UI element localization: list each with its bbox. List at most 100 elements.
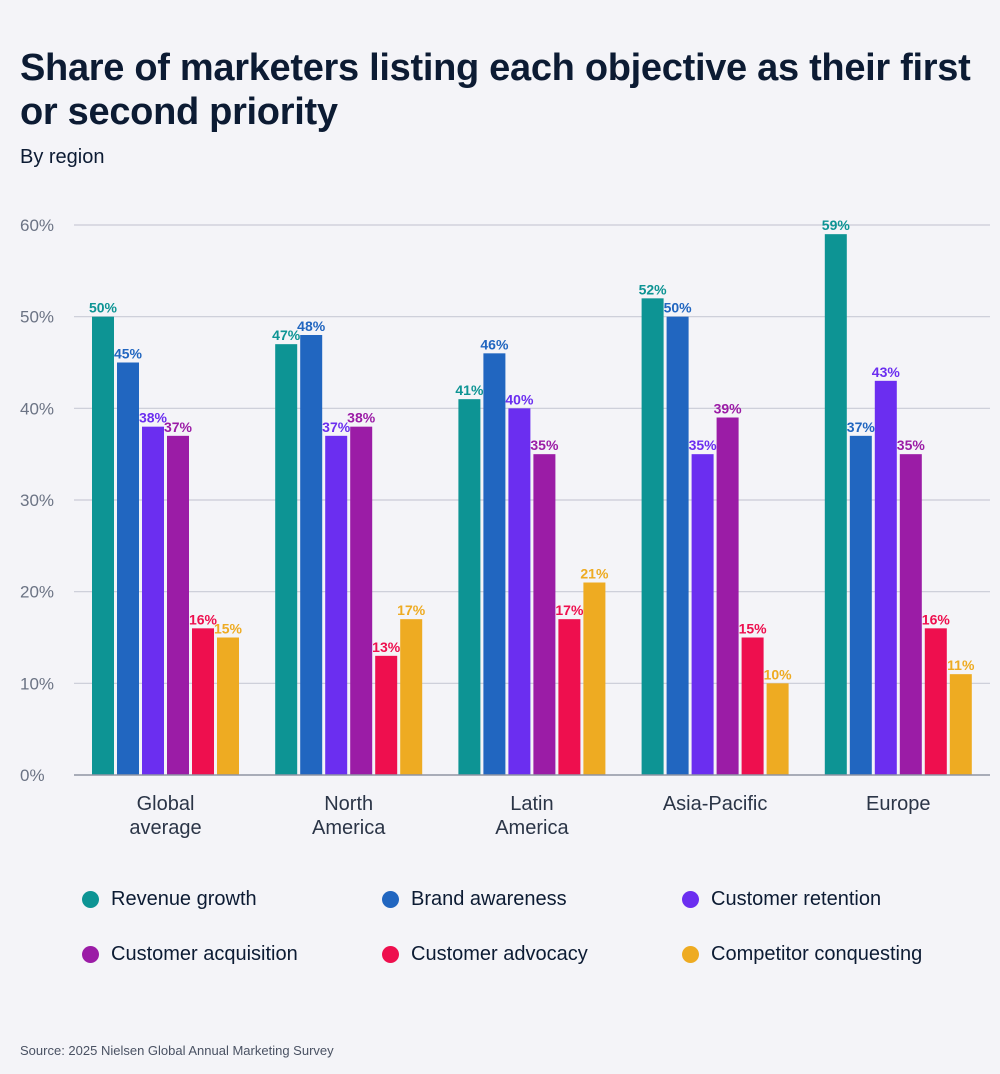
data-label: 37% [847, 419, 876, 435]
data-label: 16% [922, 611, 951, 627]
data-label: 10% [764, 666, 793, 682]
bar [142, 426, 164, 775]
data-label: 35% [689, 437, 718, 453]
bar [117, 362, 139, 775]
legend-item-brand-awareness: Brand awareness [382, 888, 682, 910]
data-label: 48% [297, 318, 326, 334]
data-label: 43% [872, 364, 901, 380]
legend-item-customer-advocacy: Customer advocacy [382, 943, 682, 965]
data-label: 40% [505, 391, 534, 407]
legend-swatch-icon [82, 945, 99, 963]
bar [92, 316, 114, 775]
chart-title: Share of marketers listing each objectiv… [20, 47, 971, 133]
data-label: 21% [580, 566, 609, 582]
chart-subtitle: By region [20, 146, 105, 168]
x-tick-label: America [495, 817, 569, 839]
legend-label: Competitor conquesting [711, 942, 923, 965]
bar [533, 454, 556, 775]
bar [275, 344, 298, 775]
legend-swatch-icon [682, 890, 699, 908]
bar [924, 628, 947, 775]
legend-item-revenue-growth: Revenue growth [82, 888, 382, 910]
bar [849, 435, 872, 775]
data-label: 41% [455, 382, 484, 398]
legend-swatch-icon [82, 890, 99, 908]
x-tick-label: Global [137, 793, 195, 815]
data-label: 15% [739, 621, 768, 637]
bar [716, 417, 739, 775]
y-tick-label: 40% [20, 399, 54, 418]
data-label: 47% [272, 327, 301, 343]
data-label: 46% [480, 336, 509, 352]
bar [400, 619, 423, 775]
legend-swatch-icon [682, 945, 699, 963]
legend-label: Customer acquisition [111, 942, 298, 965]
y-tick-label: 20% [20, 583, 54, 602]
data-label: 39% [714, 401, 743, 417]
legend-swatch-icon [382, 890, 399, 908]
bar [375, 655, 398, 775]
y-tick-label: 50% [20, 308, 54, 327]
x-tick-label: Europe [866, 793, 931, 815]
bar [666, 316, 689, 775]
legend-label: Brand awareness [411, 887, 567, 910]
data-label: 38% [139, 410, 168, 426]
bar [874, 380, 897, 775]
legend-label: Customer retention [711, 887, 882, 910]
bar [558, 619, 581, 775]
data-label: 11% [947, 657, 975, 673]
x-tick-label: North [324, 793, 373, 815]
bar [824, 234, 847, 775]
data-label: 35% [897, 437, 926, 453]
y-tick-label: 60% [20, 216, 54, 235]
bar [350, 426, 373, 775]
bar [192, 628, 214, 775]
x-tick-label: America [312, 817, 386, 839]
data-label: 45% [114, 346, 143, 362]
bar [300, 335, 323, 775]
data-label: 37% [164, 419, 193, 435]
bar [508, 408, 531, 775]
x-tick-label: Asia-Pacific [663, 793, 767, 815]
legend-item-customer-retention: Customer retention [682, 888, 982, 910]
legend-label: Revenue growth [111, 887, 257, 910]
axes: 0%10%20%30%40%50%60%GlobalaverageNorthAm… [20, 216, 990, 839]
data-label: 38% [347, 410, 376, 426]
bar [483, 353, 506, 775]
legend-item-competitor-conquesting: Competitor conquesting [682, 943, 982, 965]
bars [92, 234, 972, 775]
data-label: 50% [89, 300, 118, 316]
source-note: Source: 2025 Nielsen Global Annual Marke… [20, 1043, 334, 1058]
y-tick-label: 30% [20, 491, 54, 510]
legend-swatch-icon [382, 945, 399, 963]
y-tick-label: 10% [20, 674, 54, 693]
bar [458, 399, 481, 775]
bar [325, 435, 348, 775]
data-label: 17% [397, 602, 426, 618]
data-label: 37% [322, 419, 351, 435]
bar [949, 674, 972, 775]
data-label: 15% [214, 621, 243, 637]
bar [899, 454, 922, 775]
bar [766, 683, 789, 775]
data-label: 16% [189, 611, 218, 627]
legend-item-customer-acquisition: Customer acquisition [82, 943, 382, 965]
data-label: 52% [639, 281, 668, 297]
legend-label: Customer advocacy [411, 942, 588, 965]
bar [167, 435, 189, 775]
bar [741, 637, 764, 775]
bar [641, 298, 664, 775]
y-tick-label: 0% [20, 766, 45, 785]
data-label: 17% [555, 602, 584, 618]
legend: Revenue growth Brand awareness Customer … [82, 888, 982, 965]
data-label: 59% [822, 217, 851, 233]
x-tick-label: average [129, 817, 201, 839]
data-label: 35% [530, 437, 559, 453]
value-labels: 50%45%38%37%16%15%47%48%37%38%13%17%41%4… [89, 217, 975, 682]
x-tick-label: Latin [510, 793, 553, 815]
bar [691, 454, 714, 775]
data-label: 50% [664, 300, 693, 316]
bar [583, 582, 606, 775]
bar [217, 637, 239, 775]
